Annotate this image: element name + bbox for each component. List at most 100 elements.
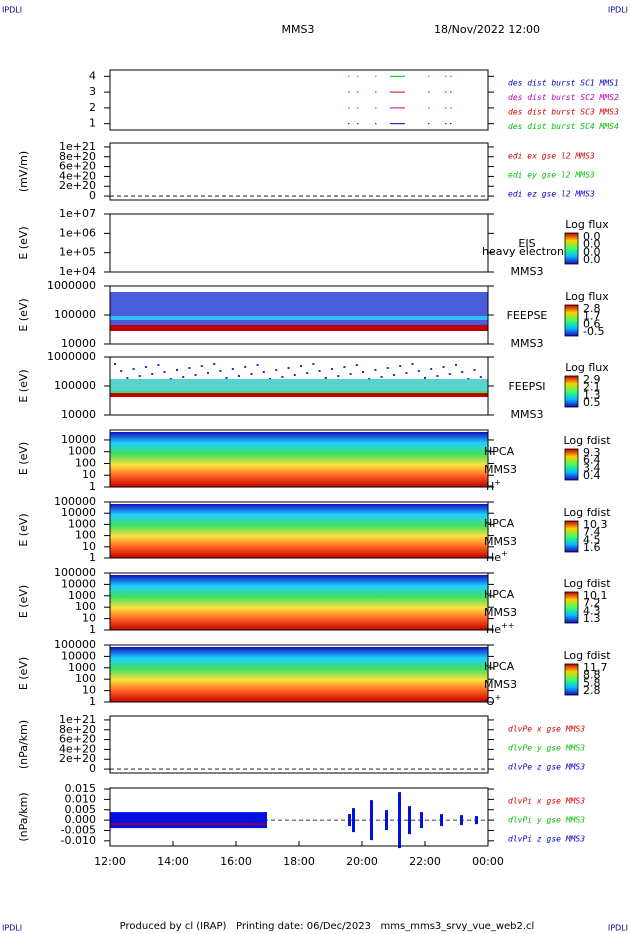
panel-frame [109, 429, 489, 488]
spectrum [110, 504, 488, 558]
species-sup: ++ [501, 621, 514, 630]
y-tick-label: 10000 [61, 337, 96, 350]
burst-mark [450, 107, 452, 109]
burst-mark [450, 75, 452, 77]
y-tick-label: 1e+04 [59, 265, 96, 278]
spectrum [200, 365, 203, 367]
spectrum [256, 364, 259, 366]
legend-entry: edi ex gse l2 MMS3 [508, 152, 595, 161]
x-tick-label: 16:00 [220, 855, 252, 868]
y-axis-label: E (eV) [17, 657, 30, 690]
spectrum [219, 370, 222, 372]
footer: Produced by cl (IRAP) Printing date: 06/… [120, 921, 535, 932]
panel-frame [109, 69, 489, 131]
instrument-label: HPCA [484, 445, 515, 458]
panel-frame [109, 213, 489, 273]
burst-mark [375, 75, 377, 77]
y-tick-label: 2e+20 [59, 752, 96, 765]
spectrum [145, 366, 147, 368]
species-label: He+ [486, 549, 508, 565]
spectrum [182, 376, 185, 378]
y-tick-label: 1000 [68, 445, 96, 458]
colorbar-tick-label: 2.1 [583, 381, 601, 394]
signal [370, 800, 373, 841]
y-tick-label: 10000 [61, 577, 96, 590]
spectrum [281, 376, 284, 378]
x-tick-label: 18:00 [283, 855, 315, 868]
burst-mark [445, 123, 447, 125]
colorbar-tick-label: 10.3 [583, 518, 608, 531]
corner-label: IPDLI [2, 924, 22, 933]
signal [110, 823, 267, 826]
colorbar-tick-label: 10.1 [583, 589, 608, 602]
panel-frame [109, 142, 489, 201]
signal [460, 815, 463, 826]
legend-entry: des dist burst SC2 MMS2 [508, 93, 619, 102]
y-axis-label: E (eV) [17, 585, 30, 618]
y-axis-label: (nPa/km) [17, 720, 30, 769]
spectrum [362, 371, 364, 373]
burst-mark [428, 91, 430, 93]
spectrum [114, 363, 116, 365]
x-tick-label: 00:00 [472, 855, 504, 868]
y-tick-label: 100 [75, 456, 96, 469]
y-axis-label: E (eV) [17, 298, 30, 331]
spectrum [405, 372, 408, 374]
y-tick-label: 10 [82, 612, 96, 625]
species-base: He [486, 551, 501, 564]
species-base: H [486, 480, 494, 493]
burst-mark [348, 91, 350, 93]
burst-mark [348, 75, 350, 77]
burst-mark [357, 107, 359, 109]
colorbar-tick-label: 7.2 [583, 597, 601, 610]
signal [348, 814, 351, 827]
y-tick-label: 10 [82, 468, 96, 481]
y-tick-label: 10 [82, 540, 96, 553]
spectrum [110, 647, 488, 702]
legend-entry: dlvPi z gse MMS3 [508, 835, 585, 844]
burst-mark [390, 75, 405, 77]
burst-mark [348, 123, 350, 125]
y-axis-label: (mV/m) [17, 151, 30, 192]
colorbar-title: Log fdist [563, 577, 611, 590]
colorbar-tick-label: 1.6 [583, 541, 601, 554]
colorbar-tick-label: 3.4 [583, 461, 601, 474]
instrument-label: MMS3 [484, 678, 517, 691]
colorbar [564, 448, 579, 481]
burst-mark [445, 91, 447, 93]
y-tick-label: 100 [75, 529, 96, 542]
x-tick-label: 20:00 [346, 855, 378, 868]
colorbar-tick-label: 1.7 [583, 310, 601, 323]
burst-mark [390, 107, 405, 109]
spectrum [355, 364, 358, 366]
burst-mark [450, 91, 452, 93]
spectrum [293, 374, 296, 376]
y-tick-label: 10000 [61, 408, 96, 421]
spectrum [110, 393, 488, 397]
y-tick-label: 4e+20 [59, 169, 96, 182]
y-tick-label: 1e+05 [59, 246, 96, 259]
instrument-label: FEEPSI [508, 380, 545, 393]
y-axis-label: E (eV) [17, 442, 30, 475]
y-tick-label: 1 [89, 480, 96, 493]
colorbar-tick-label: 2.9 [583, 373, 601, 386]
spectrum [207, 372, 209, 374]
spectrum [337, 375, 340, 377]
burst-mark [428, 123, 430, 125]
burst-mark [445, 107, 447, 109]
spectrum [442, 366, 445, 368]
y-tick-label: 3 [89, 85, 96, 98]
burst-mark [390, 91, 405, 93]
species-label: O+ [486, 693, 501, 709]
spectrum [300, 365, 302, 367]
instrument-label: MMS3 [511, 337, 544, 350]
y-tick-label: 0.015 [65, 782, 97, 795]
spectrum [188, 367, 191, 369]
y-tick-label: 1 [89, 117, 96, 130]
instrument-label: MMS3 [484, 535, 517, 548]
legend-entry: edi ez gse l2 MMS3 [508, 190, 595, 199]
spectrum [287, 367, 290, 369]
species-label: He++ [486, 621, 514, 637]
legend-entry: dlvPi x gse MMS3 [508, 797, 585, 806]
instrument-label: MMS3 [484, 463, 517, 476]
